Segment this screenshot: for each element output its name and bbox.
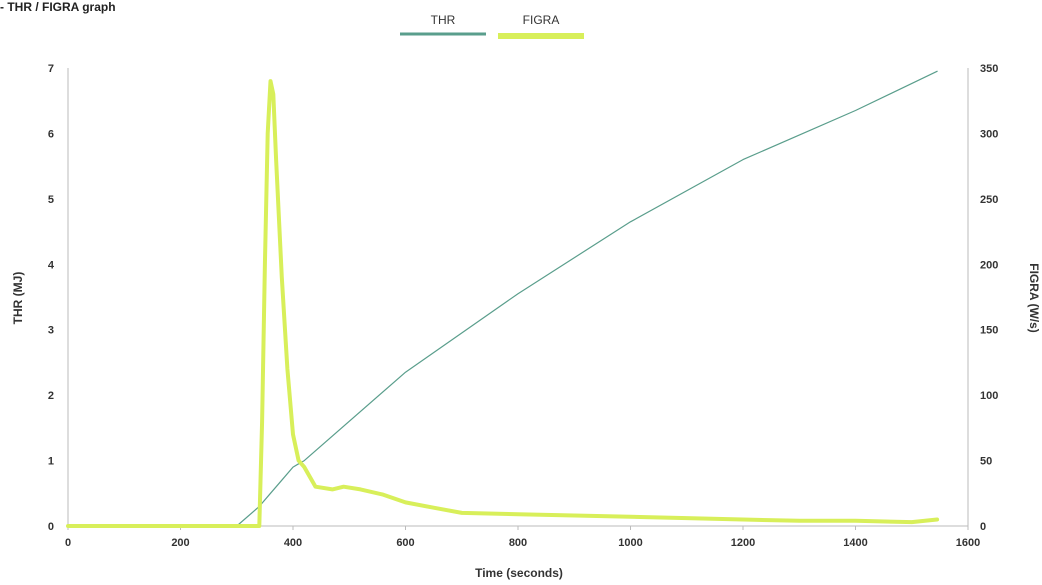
x-tick-label: 1600: [956, 537, 980, 549]
y-left-tick-label: 0: [48, 521, 54, 533]
y-axis-left-title: THR (MJ): [11, 272, 25, 325]
legend: THR FIGRA: [400, 13, 584, 39]
y-left-tick-label: 5: [48, 194, 54, 206]
series-lines: [66, 70, 940, 528]
x-tick-label: 1200: [731, 537, 755, 549]
x-tick-label: 1000: [618, 537, 642, 549]
y-right-tick-label: 0: [980, 521, 986, 533]
x-tick-label: 0: [65, 537, 71, 549]
y-axis-right-title: FIGRA (W/s): [1027, 263, 1041, 333]
y-left-tick-label: 7: [48, 63, 54, 75]
x-tick-label: 800: [509, 537, 527, 549]
y-right-tick-label: 50: [980, 456, 992, 468]
axes: [67, 68, 969, 527]
x-axis-title: Time (seconds): [475, 566, 563, 580]
y-left-tick-label: 2: [48, 390, 54, 402]
y-right-tick-label: 200: [980, 259, 998, 271]
legend-label-thr: THR: [431, 13, 456, 27]
legend-label-figra: FIGRA: [523, 13, 560, 27]
y-right-tick-label: 150: [980, 325, 998, 337]
x-tick-label: 1400: [843, 537, 867, 549]
y-right-tick-label: 350: [980, 63, 998, 75]
y-right-tick-label: 100: [980, 390, 998, 402]
series-line-thr: [236, 70, 938, 527]
series-line-figra: [66, 79, 940, 528]
tick-labels: 0 200 400 600 800 1000 1200 1400 160001234567050…: [48, 63, 998, 549]
y-left-tick-label: 3: [48, 325, 54, 337]
y-right-tick-label: 300: [980, 128, 998, 140]
y-left-tick-label: 1: [48, 456, 54, 468]
y-left-tick-label: 4: [48, 259, 55, 271]
y-right-tick-label: 250: [980, 194, 998, 206]
chart-title: - THR / FIGRA graph: [0, 0, 116, 14]
x-tick-label: 400: [284, 537, 302, 549]
y-left-tick-label: 6: [48, 128, 54, 140]
x-tick-label: 200: [171, 537, 189, 549]
x-tick-label: 600: [396, 537, 414, 549]
